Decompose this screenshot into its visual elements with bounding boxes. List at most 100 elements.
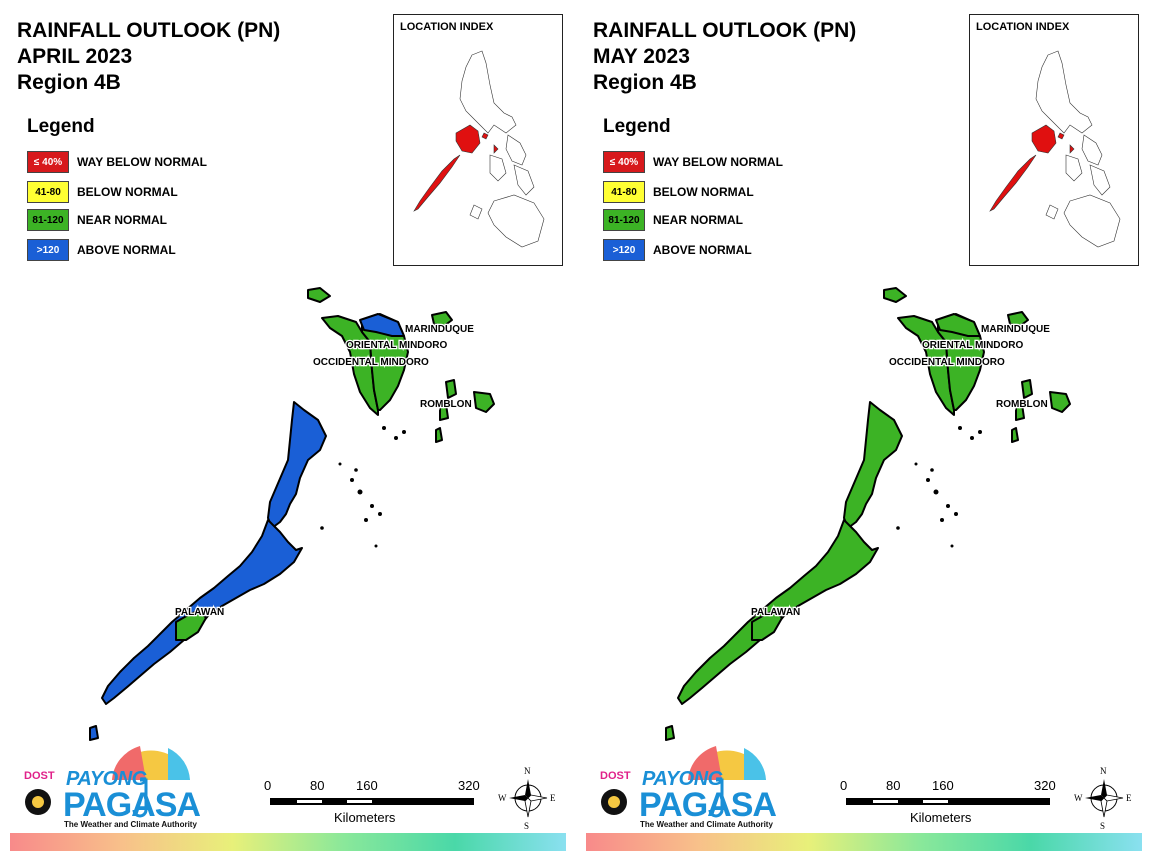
legend-label: BELOW NORMAL [77, 185, 178, 199]
compass-e: E [550, 793, 556, 803]
scale-unit: Kilometers [334, 810, 396, 825]
inset-title: LOCATION INDEX [976, 21, 1070, 33]
footer-gradient-bar [10, 833, 566, 851]
payong-text: PAYONG [642, 768, 723, 790]
scale-label: 80 [886, 778, 901, 793]
palawan-mid-shape [751, 609, 783, 641]
legend-swatch: ≤ 40% [27, 151, 69, 173]
occidental-mindoro-label: OCCIDENTAL MINDORO [889, 357, 1005, 368]
scale-label: 0 [840, 778, 848, 793]
legend-label: WAY BELOW NORMAL [77, 155, 208, 169]
dost-text: DOST [600, 770, 631, 782]
tagline-text: The Weather and Climate Authority [64, 820, 197, 829]
scale-label: 320 [1034, 778, 1056, 793]
occidental-mindoro-label: OCCIDENTAL MINDORO [313, 357, 429, 368]
romblon-label: ROMBLON [420, 399, 472, 410]
oriental-mindoro-label: ORIENTAL MINDORO [346, 340, 448, 351]
legend-swatch: >120 [603, 239, 645, 261]
palawan-label: PALAWAN [751, 607, 800, 618]
marinduque-label: MARINDUQUE [981, 324, 1050, 335]
legend-swatch: 81-120 [27, 209, 69, 231]
month-label: APRIL 2023 [17, 45, 133, 68]
legend-label: WAY BELOW NORMAL [653, 155, 784, 169]
legend-label: BELOW NORMAL [653, 185, 754, 199]
region-map: MARINDUQUE ORIENTAL MINDORO OCCIDENTAL M… [89, 287, 495, 741]
scale-label: 0 [264, 778, 272, 793]
palawan-north-shape [267, 401, 327, 529]
compass-rose: N S E W [1074, 765, 1134, 831]
compass-n: N [1100, 766, 1107, 776]
title-line: RAINFALL OUTLOOK (PN) [593, 19, 857, 42]
palawan-south-shape [665, 725, 675, 741]
umbrella-icon [25, 746, 190, 818]
compass-w: W [1074, 793, 1083, 803]
legend-title: Legend [603, 116, 671, 137]
marinduque-shape [431, 311, 453, 327]
compass-n: N [524, 766, 531, 776]
location-index-inset: LOCATION INDEX [969, 14, 1139, 266]
dost-text: DOST [24, 770, 55, 782]
map-title: RAINFALL OUTLOOK (PN) MAY 2023 Region 4B [593, 18, 856, 96]
legend-swatch: ≤ 40% [603, 151, 645, 173]
outlook-panel: RAINFALL OUTLOOK (PN) MAY 2023 Region 4B… [576, 0, 1152, 864]
legend-swatch: 41-80 [27, 181, 69, 203]
legend-label: ABOVE NORMAL [77, 243, 176, 257]
region-map: MARINDUQUE ORIENTAL MINDORO OCCIDENTAL M… [665, 287, 1071, 741]
scale-bar-graphic [270, 798, 474, 805]
payong-pagasa-logo: DOST PAYONG PAGASA The Weather and Clima… [594, 740, 777, 832]
scale-bar: 0 80 160 320 Kilometers [262, 778, 492, 828]
occidental-mindoro-shape [897, 315, 955, 416]
marinduque-label: MARINDUQUE [405, 324, 474, 335]
legend-title: Legend [27, 116, 95, 137]
legend-swatch: 41-80 [603, 181, 645, 203]
region-4b-highlight [989, 124, 1075, 212]
compass-icon: N S E W [498, 766, 556, 831]
compass-e: E [1126, 793, 1132, 803]
legend-swatch: >120 [27, 239, 69, 261]
map-title: RAINFALL OUTLOOK (PN) APRIL 2023 Region … [17, 18, 280, 96]
compass-s: S [524, 821, 529, 831]
umbrella-icon [601, 746, 766, 818]
scale-bar-graphic [846, 798, 1050, 805]
romblon-shape [1011, 379, 1071, 443]
philippines-locator-map [989, 50, 1121, 248]
romblon-shape [435, 379, 495, 443]
compass-icon: N S E W [1074, 766, 1132, 831]
payong-text: PAYONG [66, 768, 147, 790]
philippines-locator-map [413, 50, 545, 248]
outlook-panel: RAINFALL OUTLOOK (PN) APRIL 2023 Region … [10, 14, 566, 851]
palawan-north-shape [843, 401, 903, 529]
occidental-mindoro-shape [321, 315, 379, 416]
compass-s: S [1100, 821, 1105, 831]
region-label: Region 4B [17, 71, 121, 94]
title-line: RAINFALL OUTLOOK (PN) [17, 19, 281, 42]
payong-pagasa-logo: DOST PAYONG PAGASA The Weather and Clima… [18, 740, 201, 832]
footer-gradient-bar [586, 833, 1142, 851]
small-islets [896, 426, 982, 548]
region-label: Region 4B [593, 71, 697, 94]
location-index-inset: LOCATION INDEX [393, 14, 563, 266]
oriental-mindoro-north-shape [935, 313, 981, 337]
inset-title: LOCATION INDEX [400, 21, 494, 33]
romblon-label: ROMBLON [996, 399, 1048, 410]
pagasa-text: PAGASA [63, 786, 201, 824]
oriental-mindoro-north-shape [359, 313, 405, 337]
scale-label: 80 [310, 778, 325, 793]
scale-label: 160 [932, 778, 954, 793]
palawan-label: PALAWAN [175, 607, 224, 618]
legend-label: NEAR NORMAL [77, 213, 167, 227]
region-4b-highlight [413, 124, 499, 212]
scale-label: 160 [356, 778, 378, 793]
compass-w: W [498, 793, 507, 803]
legend-label: NEAR NORMAL [653, 213, 743, 227]
palawan-mid-shape [175, 609, 207, 641]
pagasa-text: PAGASA [639, 786, 777, 824]
legend-label: ABOVE NORMAL [653, 243, 752, 257]
month-label: MAY 2023 [593, 45, 690, 68]
tagline-text: The Weather and Climate Authority [640, 820, 773, 829]
scale-unit: Kilometers [910, 810, 972, 825]
scale-bar: 0 80 160 320 Kilometers [838, 778, 1068, 828]
oriental-mindoro-label: ORIENTAL MINDORO [922, 340, 1024, 351]
legend-swatch: 81-120 [603, 209, 645, 231]
small-islets [320, 426, 406, 548]
